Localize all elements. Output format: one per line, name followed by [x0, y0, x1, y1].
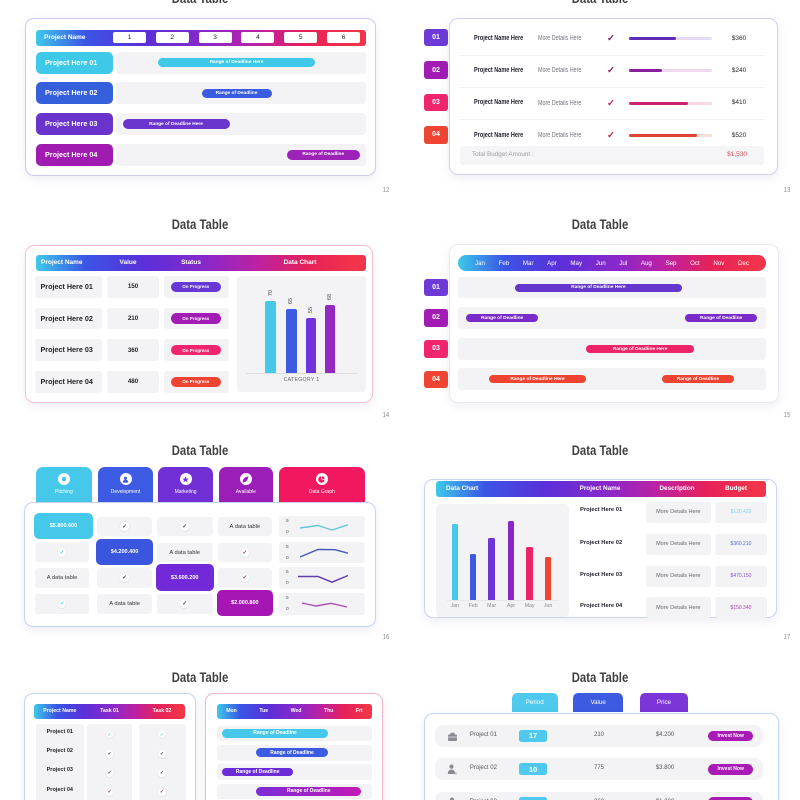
svg-text:s: s	[455, 770, 457, 775]
